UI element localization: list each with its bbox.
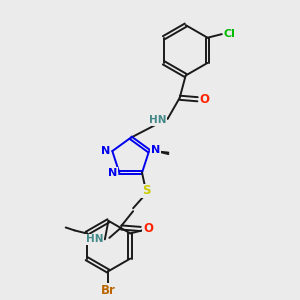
- Text: N: N: [101, 146, 110, 156]
- Text: S: S: [142, 184, 150, 197]
- Text: N: N: [108, 168, 117, 178]
- Text: O: O: [143, 223, 153, 236]
- Text: HN: HN: [149, 115, 166, 125]
- Text: Cl: Cl: [223, 29, 235, 39]
- Text: Br: Br: [101, 284, 116, 297]
- Text: HN: HN: [86, 234, 104, 244]
- Text: N: N: [151, 145, 160, 154]
- Text: O: O: [199, 93, 209, 106]
